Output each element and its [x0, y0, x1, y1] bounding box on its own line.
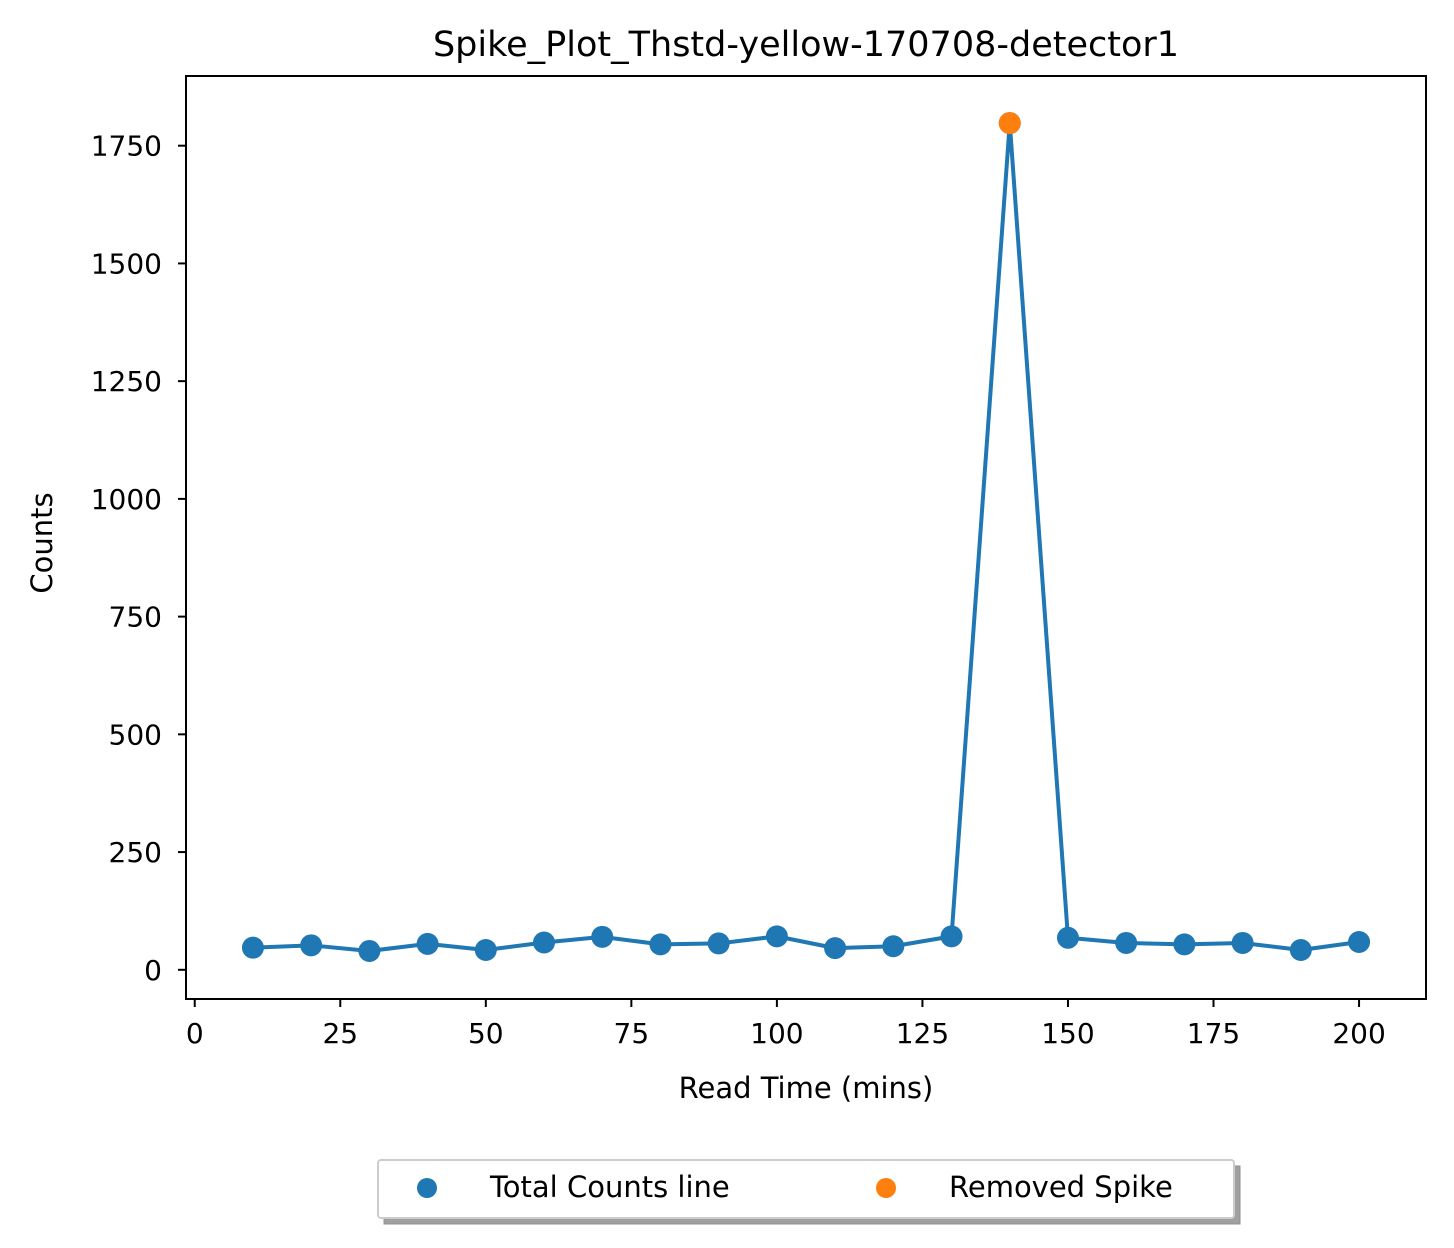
data-point-total-counts — [649, 933, 672, 956]
series-line-total-counts — [252, 121, 1360, 953]
x-tick-label: 50 — [468, 1017, 504, 1050]
data-point-total-counts — [824, 937, 847, 960]
legend-box — [377, 1159, 1235, 1219]
data-point-total-counts — [765, 925, 788, 948]
data-point-total-counts — [416, 932, 439, 955]
legend: Total Counts line Removed Spike — [377, 1159, 1241, 1225]
y-tick-label: 1250 — [91, 365, 162, 398]
data-point-total-counts — [591, 925, 614, 948]
data-point-total-counts — [1348, 931, 1371, 954]
x-tick-label: 125 — [896, 1017, 949, 1050]
y-tick-label: 750 — [109, 601, 162, 634]
y-tick-label: 500 — [109, 718, 162, 751]
x-tick-label: 100 — [750, 1017, 803, 1050]
data-point-total-counts — [533, 931, 556, 954]
data-point-total-counts — [1173, 933, 1196, 956]
legend-label-total-counts: Total Counts line — [489, 1170, 730, 1204]
y-tick-label: 0 — [144, 954, 162, 987]
data-point-total-counts — [241, 936, 264, 959]
x-tick-label: 150 — [1041, 1017, 1094, 1050]
x-tick-label: 25 — [322, 1017, 358, 1050]
y-tick-label: 1000 — [91, 483, 162, 516]
data-point-total-counts — [940, 925, 963, 948]
data-point-total-counts — [1289, 939, 1312, 962]
data-point-total-counts — [1231, 931, 1254, 954]
y-tick-label: 250 — [109, 836, 162, 869]
data-point-total-counts — [358, 939, 381, 962]
axes: 0 25 50 75 100 125 150 175 200 0 250 500 750 1000 1250… — [91, 75, 1427, 1050]
x-tick-label: 200 — [1332, 1017, 1385, 1050]
data-point-total-counts — [1115, 931, 1138, 954]
data-point-total-counts — [882, 935, 905, 958]
axes-frame — [185, 75, 1427, 1000]
x-tick-label: 75 — [614, 1017, 650, 1050]
data-point-total-counts — [300, 934, 323, 957]
data-point-total-counts — [474, 939, 497, 962]
y-tick-label: 1750 — [91, 130, 162, 163]
y-tick-label: 1500 — [91, 247, 162, 280]
x-tick-label: 175 — [1187, 1017, 1240, 1050]
legend-marker-total-counts — [417, 1178, 437, 1198]
x-tick-label: 0 — [186, 1017, 204, 1050]
data-point-removed-spike — [998, 112, 1021, 135]
y-axis-title: Counts — [25, 492, 59, 593]
data-point-total-counts — [707, 932, 730, 955]
x-axis-title: Read Time (mins) — [679, 1071, 934, 1105]
legend-marker-removed-spike — [876, 1178, 896, 1198]
data-point-total-counts — [1056, 926, 1079, 949]
legend-label-removed-spike: Removed Spike — [949, 1170, 1173, 1204]
plot-area — [241, 112, 1371, 962]
chart-title: Spike_Plot_Thstd-yellow-170708-detector1 — [433, 25, 1179, 65]
